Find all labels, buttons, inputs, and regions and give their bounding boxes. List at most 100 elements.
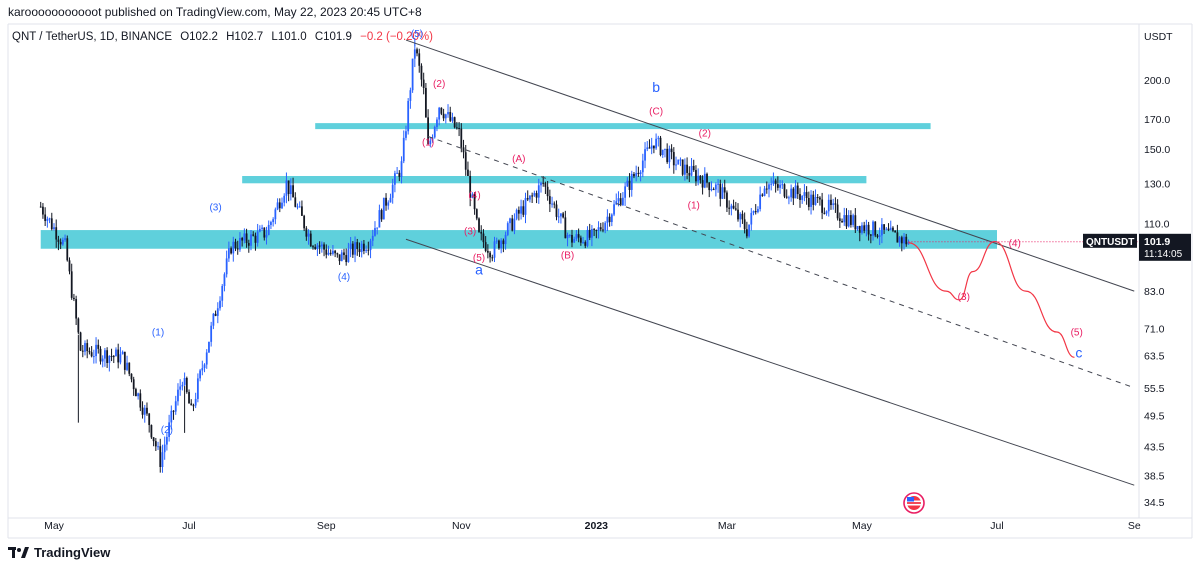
candle-body — [351, 243, 354, 255]
candle-body — [418, 53, 421, 66]
candle-body — [110, 355, 113, 357]
candle-body — [165, 436, 168, 445]
candle-body — [88, 351, 91, 353]
time-tick-label: Jul — [990, 520, 1003, 532]
candle-body — [531, 195, 534, 197]
candle-body — [312, 246, 314, 248]
candle-body — [398, 172, 401, 177]
price-tick-label: 43.5 — [1144, 441, 1165, 453]
candle-body — [692, 165, 695, 171]
candle-body — [560, 213, 562, 217]
candle-body — [210, 325, 213, 342]
projection-path — [908, 240, 1075, 358]
candle-body — [869, 234, 872, 236]
candle-body — [836, 204, 839, 219]
candle-body — [276, 202, 279, 210]
symbol-title: QNT / TetherUS, 1D, BINANCE — [12, 31, 172, 43]
candle-body — [644, 149, 646, 161]
candle-body — [97, 344, 100, 349]
wave-label: (3) — [958, 292, 970, 303]
candle-body — [400, 161, 403, 177]
candle-body — [484, 242, 487, 251]
candle-body — [203, 364, 206, 369]
candle-body — [75, 299, 78, 319]
candle-body — [301, 206, 303, 216]
candle-body — [664, 148, 666, 150]
candle-body — [717, 183, 719, 185]
candle-body — [661, 149, 664, 156]
price-axis[interactable]: 200.0 170.0 150.0 130.0 110.0 83.0 71.0 63.5 55.… — [1144, 75, 1170, 509]
candle-body — [130, 373, 133, 380]
candle-body — [225, 258, 228, 275]
candle-body — [898, 237, 901, 243]
candle-body — [436, 119, 438, 128]
candle-body — [185, 377, 188, 393]
candle-body — [99, 348, 102, 362]
candle-body — [838, 218, 841, 222]
candle-body — [305, 228, 308, 237]
candle-body — [610, 214, 613, 223]
candle-body — [201, 368, 204, 371]
wave-label: (2) — [699, 128, 711, 139]
price-tick-label: 63.5 — [1144, 350, 1165, 362]
wave-label: (B) — [561, 251, 574, 262]
candle-body — [46, 218, 49, 221]
candle-body — [55, 227, 58, 240]
candle-body — [535, 193, 538, 198]
candle-body — [320, 244, 323, 247]
price-tick-label: 71.0 — [1144, 324, 1165, 336]
candle-body — [714, 184, 717, 190]
candle-body — [703, 173, 706, 188]
candle-body — [900, 237, 903, 244]
candle-body — [53, 227, 55, 230]
tradingview-logo: TradingView — [8, 545, 110, 560]
candle-body — [513, 218, 516, 231]
candle-body — [464, 152, 467, 170]
candle-body — [633, 173, 635, 177]
candle-body — [588, 229, 591, 238]
candle-body — [551, 203, 553, 205]
candle-body — [119, 354, 122, 363]
candle-body — [619, 198, 622, 206]
candle-body — [841, 221, 843, 223]
candle-body — [68, 260, 71, 272]
candle-body — [254, 235, 257, 243]
candle-body — [190, 403, 193, 406]
candle-body — [482, 233, 485, 243]
candle-body — [106, 350, 109, 364]
candle-body — [641, 160, 644, 173]
candle-body — [814, 197, 817, 205]
price-tick-label: 38.5 — [1144, 471, 1165, 483]
candle-body — [896, 232, 899, 243]
candle-body — [440, 107, 443, 114]
candle-body — [542, 182, 545, 184]
ohlc-low: L101.0 — [271, 31, 307, 43]
candle-body — [382, 197, 385, 220]
ohlc-open: O102.2 — [180, 31, 218, 43]
candle-body — [599, 227, 602, 230]
candle-body — [141, 407, 144, 415]
candle-body — [830, 199, 832, 206]
us-flag-icon[interactable] — [903, 492, 925, 514]
candle-body — [712, 189, 715, 191]
candle-body — [232, 241, 235, 254]
candle-body — [509, 218, 511, 224]
candle-body — [759, 194, 762, 210]
candle-body — [462, 147, 465, 153]
candle-body — [409, 90, 412, 101]
candle-body — [788, 197, 790, 199]
candle-body — [347, 249, 350, 263]
candle-body — [878, 235, 881, 237]
time-axis[interactable]: May Jul Sep Nov 2023 Mar May Jul Se — [44, 520, 1141, 532]
candle-body — [278, 202, 281, 209]
candle-body — [511, 218, 514, 231]
candle-body — [199, 370, 201, 379]
candle-body — [739, 213, 742, 220]
candle-body — [471, 194, 474, 198]
candle-body — [537, 185, 540, 198]
candle-body — [137, 393, 140, 397]
candle-body — [287, 180, 290, 195]
candle-body — [799, 194, 801, 200]
